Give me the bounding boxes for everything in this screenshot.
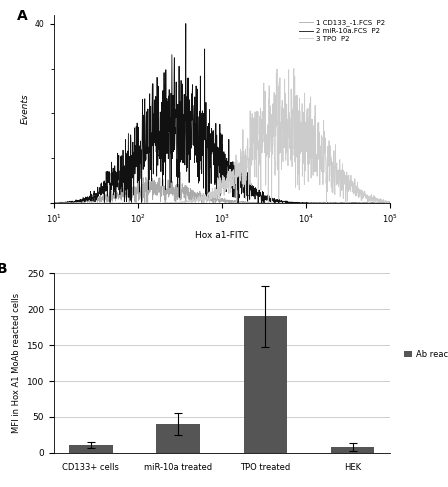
X-axis label: Hox a1-FITC: Hox a1-FITC — [195, 231, 249, 240]
3 TPO  P2 — [291, 66, 297, 72]
2 miR-10a.FCS  P2 — [387, 200, 392, 206]
3 TPO  P2 — [51, 200, 56, 206]
Line: 2 miR-10a.FCS  P2: 2 miR-10a.FCS P2 — [54, 23, 390, 203]
Y-axis label: MFI in Hox A1 MoAb reacted cells: MFI in Hox A1 MoAb reacted cells — [12, 293, 21, 433]
3 TPO  P2 — [201, 197, 206, 203]
3 TPO  P2 — [194, 197, 199, 203]
3 TPO  P2 — [91, 200, 96, 206]
2 miR-10a.FCS  P2 — [207, 159, 212, 165]
2 miR-10a.FCS  P2 — [201, 128, 207, 134]
1 CD133_-1.FCS  P2 — [77, 199, 82, 205]
1 CD133_-1.FCS  P2 — [85, 200, 90, 206]
Bar — [331, 447, 375, 453]
3 TPO  P2 — [387, 199, 392, 205]
2 miR-10a.FCS  P2 — [71, 200, 76, 206]
1 CD133_-1.FCS  P2 — [207, 193, 212, 199]
3 TPO  P2 — [242, 160, 248, 166]
2 miR-10a.FCS  P2 — [243, 186, 248, 192]
Text: A: A — [17, 9, 27, 23]
3 TPO  P2 — [77, 200, 82, 206]
2 miR-10a.FCS  P2 — [51, 200, 56, 206]
Bar — [156, 424, 200, 453]
1 CD133_-1.FCS  P2 — [387, 200, 392, 206]
Legend: Ab reacted cells: Ab reacted cells — [401, 346, 448, 362]
2 miR-10a.FCS  P2 — [78, 197, 83, 203]
2 miR-10a.FCS  P2 — [91, 190, 96, 196]
Bar — [69, 445, 112, 453]
1 CD133_-1.FCS  P2 — [51, 200, 56, 206]
1 CD133_-1.FCS  P2 — [91, 197, 96, 203]
3 TPO  P2 — [207, 200, 212, 206]
3 TPO  P2 — [207, 193, 212, 199]
1 CD133_-1.FCS  P2 — [194, 196, 199, 202]
Legend: 1 CD133_-1.FCS  P2, 2 miR-10a.FCS  P2, 3 TPO  P2: 1 CD133_-1.FCS P2, 2 miR-10a.FCS P2, 3 T… — [298, 18, 386, 43]
Line: 3 TPO  P2: 3 TPO P2 — [54, 69, 390, 203]
Y-axis label: Events: Events — [21, 94, 30, 124]
1 CD133_-1.FCS  P2 — [201, 193, 207, 199]
1 CD133_-1.FCS  P2 — [243, 199, 248, 205]
2 miR-10a.FCS  P2 — [194, 159, 199, 165]
1 CD133_-1.FCS  P2 — [178, 169, 183, 175]
Bar — [244, 317, 287, 453]
2 miR-10a.FCS  P2 — [183, 20, 189, 26]
Line: 1 CD133_-1.FCS  P2: 1 CD133_-1.FCS P2 — [54, 172, 390, 203]
Text: B: B — [0, 262, 7, 277]
